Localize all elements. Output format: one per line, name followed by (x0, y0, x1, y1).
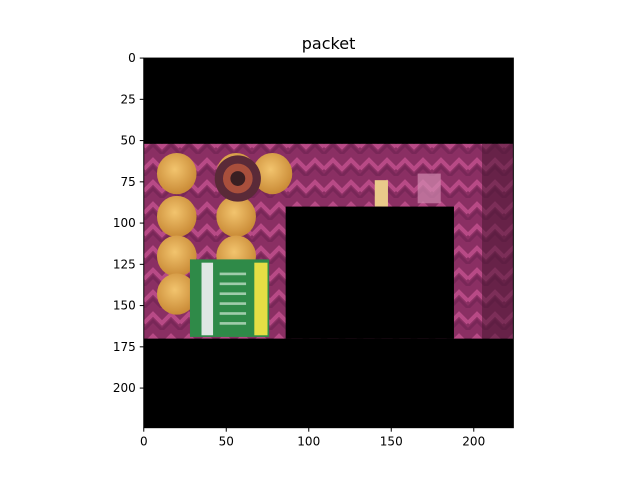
masked-region (285, 206, 454, 339)
label-text-line (219, 322, 247, 325)
y-axis: 0 25 50 75 100 125 150 175 200 (113, 51, 144, 395)
label-yellow-stripe (254, 262, 268, 336)
axes-frame (143, 57, 514, 429)
label-text-line (219, 282, 247, 286)
brand-emblem (214, 155, 261, 202)
y-tick-label: 125 (113, 257, 136, 271)
chip-circle-icon (156, 273, 197, 315)
plot-area (143, 58, 514, 428)
y-tick-label: 200 (113, 381, 136, 395)
packet-right-edge (482, 143, 514, 339)
label-text-line (219, 302, 247, 305)
x-axis: 0 50 100 150 200 (140, 427, 485, 449)
y-tick-label: 75 (120, 175, 135, 189)
chip-circle-icon (156, 235, 197, 277)
packet-highlight (417, 173, 441, 204)
chip-circle-icon (216, 195, 256, 238)
emblem-center (230, 171, 246, 186)
y-tick-label: 175 (113, 340, 136, 354)
x-tick-label: 100 (297, 435, 320, 449)
label-white-stripe (201, 262, 214, 336)
y-tick-label: 150 (113, 299, 136, 313)
label-text-line (219, 292, 247, 296)
nutrition-label-icon (189, 259, 270, 337)
y-tick-label: 0 (128, 51, 136, 65)
chip-circle-icon (252, 152, 293, 195)
label-text-line (219, 272, 247, 276)
x-tick-label: 50 (219, 435, 234, 449)
packet-accent (374, 180, 388, 207)
x-tick-label: 200 (462, 435, 485, 449)
x-tick-label: 150 (380, 435, 403, 449)
y-tick-label: 25 (120, 92, 135, 106)
y-tick-label: 50 (120, 134, 135, 148)
chip-circle-icon (156, 195, 197, 238)
chart-title: packet (302, 34, 356, 53)
label-text-line (219, 312, 247, 315)
y-tick-label: 100 (113, 216, 136, 230)
chip-circle-icon (156, 152, 197, 195)
x-tick-label: 0 (140, 435, 148, 449)
